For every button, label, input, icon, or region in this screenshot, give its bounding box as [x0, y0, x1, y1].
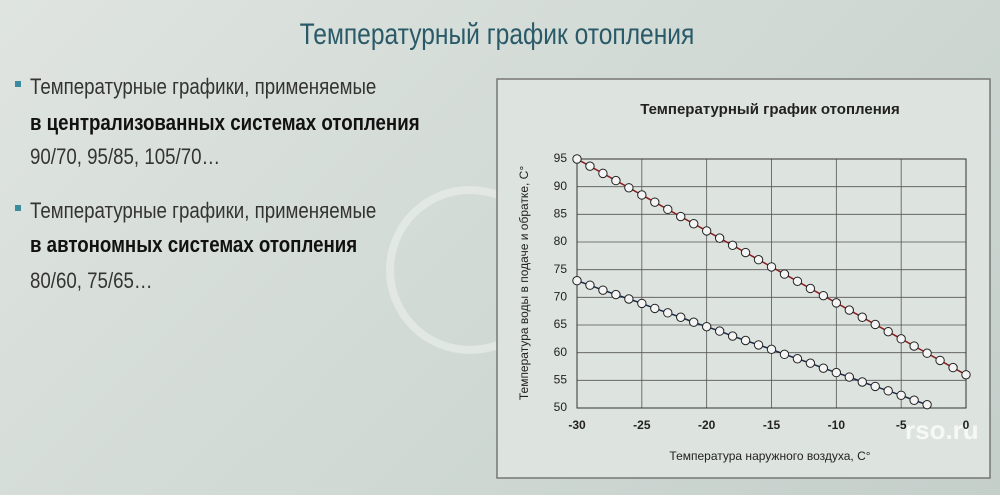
point	[663, 308, 673, 318]
y-tick-label: 85	[554, 207, 568, 221]
point	[727, 240, 738, 251]
point	[870, 381, 880, 392]
point	[922, 348, 932, 358]
x-tick-label: -25	[633, 418, 651, 432]
point	[676, 211, 686, 222]
point	[922, 399, 932, 410]
point	[779, 349, 790, 360]
point	[689, 317, 699, 327]
bullet	[15, 81, 21, 87]
y-tick-label: 55	[554, 373, 568, 387]
y-tick-label: 65	[554, 317, 568, 331]
slide-title: Температурный график отопления	[300, 17, 695, 51]
point	[896, 334, 906, 344]
point	[598, 285, 608, 295]
point	[624, 294, 634, 304]
bullet-text: 80/60, 75/65…	[30, 269, 153, 293]
point	[598, 168, 608, 179]
point	[714, 326, 725, 336]
point	[883, 326, 893, 337]
point	[909, 341, 919, 351]
point	[753, 340, 764, 350]
x-tick-label: -15	[763, 418, 781, 432]
y-tick-label: 80	[554, 234, 568, 248]
y-tick-label: 75	[554, 262, 568, 276]
point	[585, 161, 595, 171]
point	[844, 372, 854, 382]
bullet	[15, 205, 21, 211]
point	[792, 354, 803, 364]
point	[727, 331, 738, 341]
point	[935, 355, 945, 366]
point	[611, 175, 621, 186]
point	[572, 276, 582, 286]
point	[740, 335, 751, 346]
point	[663, 204, 673, 215]
point	[676, 312, 686, 322]
point	[961, 370, 971, 380]
point	[818, 363, 829, 373]
series-line	[576, 280, 928, 406]
point	[831, 298, 842, 308]
x-tick-label: 0	[963, 418, 970, 432]
point	[805, 283, 816, 294]
y-tick-label: 50	[554, 400, 568, 414]
point	[740, 247, 751, 258]
point	[766, 262, 777, 272]
point	[637, 190, 647, 200]
point	[714, 233, 725, 243]
point	[779, 269, 790, 279]
point	[805, 358, 816, 368]
y-tick-label: 70	[554, 290, 568, 304]
bullet-text: Температурные графики, применяемые	[30, 199, 376, 223]
x-tick-label: -5	[896, 418, 907, 432]
point	[650, 303, 660, 314]
x-tick-label: -30	[568, 418, 586, 432]
x-tick-label: -20	[698, 418, 716, 432]
point	[818, 290, 829, 301]
point	[844, 305, 854, 315]
point	[650, 197, 660, 207]
y-tick-label: 60	[554, 345, 568, 359]
point	[857, 312, 867, 322]
point	[701, 226, 712, 236]
point	[624, 183, 634, 193]
y-tick-label: 95	[554, 151, 568, 165]
x-tick-label: -10	[828, 418, 846, 432]
point	[857, 377, 867, 387]
watermark: rso.ru	[905, 415, 979, 445]
point	[948, 362, 958, 373]
bullet-text: в централизованных системах отопления	[30, 111, 420, 135]
bullet-text: 90/70, 95/85, 105/70…	[30, 145, 220, 169]
bullet-text: Температурные графики, применяемые	[30, 75, 376, 99]
point	[792, 276, 803, 286]
point	[753, 255, 764, 265]
y-tick-label: 90	[554, 179, 568, 193]
y-axis-label: Температура воды в подаче и обратке, С°	[517, 166, 531, 400]
point	[701, 321, 712, 332]
point	[585, 280, 595, 290]
point	[689, 219, 699, 229]
point	[909, 395, 919, 405]
point	[572, 154, 582, 164]
bullet-text: в автономных системах отопления	[30, 233, 357, 257]
point	[637, 298, 647, 309]
point	[870, 319, 880, 330]
point	[883, 386, 893, 396]
point	[611, 289, 621, 300]
point	[831, 367, 842, 378]
point	[766, 344, 777, 355]
chart-title: Температурный график отопления	[640, 101, 900, 118]
x-axis-label: Температура наружного воздуха, С°	[669, 449, 870, 463]
point	[896, 390, 906, 400]
